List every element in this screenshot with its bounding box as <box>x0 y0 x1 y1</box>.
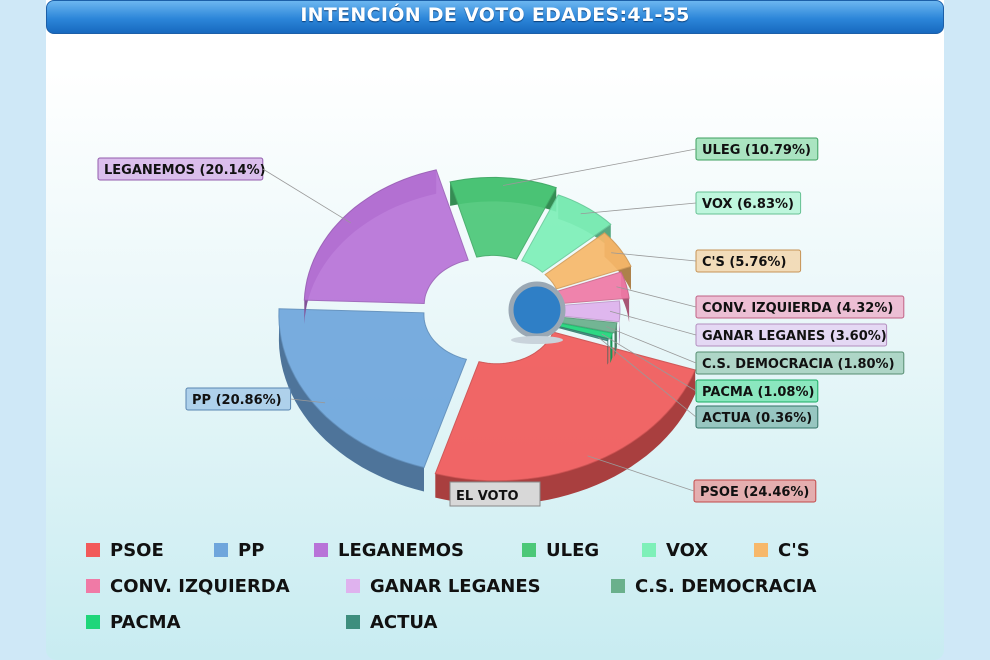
legend-swatch-uleg <box>522 543 536 557</box>
legend-label-vox: VOX <box>666 540 708 561</box>
slice-top-leganemos <box>303 169 469 305</box>
label-c-s: C'S (5.76%) <box>611 249 802 273</box>
slice-pp <box>278 308 468 492</box>
legend-swatch-leganemos <box>314 543 328 557</box>
slice-top-vox <box>520 194 612 273</box>
label-ganar-leganes: GANAR LEGANES (3.60%) <box>609 310 888 347</box>
legend: PSOE PP LEGANEMOS ULEG VOX C'S CONV. IZQUIERDA… <box>86 540 816 633</box>
label-text-pacma: PACMA (1.08%) <box>702 385 814 400</box>
slice-top-uleg <box>449 176 558 260</box>
label-actua: ACTUA (0.36%) <box>598 337 819 429</box>
label-pacma: PACMA (1.08%) <box>601 333 819 403</box>
slice-side-actua <box>607 338 609 365</box>
label-box-leganemos <box>97 157 264 181</box>
legend-item-psoe: PSOE <box>86 540 164 561</box>
label-text-psoe: PSOE (24.46%) <box>700 485 809 500</box>
label-text-uleg: ULEG (10.79%) <box>702 143 811 158</box>
legend-label-psoe: PSOE <box>110 540 164 561</box>
slice-uleg <box>449 176 558 260</box>
leader-uleg <box>503 148 697 186</box>
legend-item-c-s: C'S <box>754 540 810 561</box>
label-text-actua: ACTUA (0.36%) <box>702 411 812 426</box>
label-pp: PP (20.86%) <box>185 387 326 411</box>
legend-swatch-vox <box>642 543 656 557</box>
center-label: EL VOTO <box>449 481 541 507</box>
legend-label-c-s-democracia: C.S. DEMOCRACIA <box>635 576 816 597</box>
legend-swatch-actua <box>346 615 360 629</box>
label-text-pp: PP (20.86%) <box>192 393 282 408</box>
legend-label-ganar-leganes: GANAR LEGANES <box>370 576 541 597</box>
leader-pacma <box>601 333 697 392</box>
legend-item-c-s-democracia: C.S. DEMOCRACIA <box>611 576 816 597</box>
chart-frame: INTENCIÓN DE VOTO EDADES:41-55 PSOE (24.… <box>46 0 944 660</box>
label-conv-izquierda: CONV. IZQUIERDA (4.32%) <box>616 286 905 319</box>
legend-swatch-ganar-leganes <box>346 579 360 593</box>
legend-swatch-c-s <box>754 543 768 557</box>
leader-actua <box>598 337 697 418</box>
label-text-c-s-democracia: C.S. DEMOCRACIA (1.80%) <box>702 357 895 372</box>
leader-vox <box>580 202 697 215</box>
slice-side-pp <box>278 308 424 492</box>
globe-icon <box>508 281 566 339</box>
slice-vox <box>520 194 612 273</box>
globe-shadow <box>511 336 563 344</box>
slice-leganemos <box>303 169 469 325</box>
legend-label-pacma: PACMA <box>110 612 181 633</box>
legend-item-actua: ACTUA <box>346 612 437 633</box>
legend-swatch-c-s-democracia <box>611 579 625 593</box>
leader-pp <box>290 398 326 404</box>
legend-item-vox: VOX <box>642 540 708 561</box>
legend-swatch-conv-izquierda <box>86 579 100 593</box>
legend-item-leganemos: LEGANEMOS <box>314 540 464 561</box>
label-leganemos: LEGANEMOS (20.14%) <box>97 157 351 224</box>
legend-swatch-pacma <box>86 615 100 629</box>
legend-item-uleg: ULEG <box>522 540 599 561</box>
label-psoe: PSOE (24.46%) <box>587 455 817 503</box>
leader-c-s-democracia <box>605 326 697 364</box>
slice-top-c-s <box>544 232 632 290</box>
chart-title: INTENCIÓN DE VOTO EDADES:41-55 <box>300 4 690 26</box>
center-label-text: EL VOTO <box>456 489 519 504</box>
slices-group <box>278 169 696 505</box>
title-bar <box>46 0 944 34</box>
label-text-leganemos: LEGANEMOS (20.14%) <box>104 163 266 178</box>
leader-leganemos <box>262 168 351 224</box>
slice-c-s <box>544 232 632 291</box>
leader-psoe <box>587 455 695 492</box>
label-text-vox: VOX (6.83%) <box>702 197 794 212</box>
leader-conv-izquierda <box>616 286 697 308</box>
legend-label-conv-izquierda: CONV. IZQUIERDA <box>110 576 290 597</box>
legend-item-ganar-leganes: GANAR LEGANES <box>346 576 541 597</box>
legend-label-pp: PP <box>238 540 264 561</box>
slice-top-psoe <box>434 331 696 482</box>
legend-item-pacma: PACMA <box>86 612 181 633</box>
label-c-s-democracia: C.S. DEMOCRACIA (1.80%) <box>605 326 905 375</box>
label-vox: VOX (6.83%) <box>580 191 802 215</box>
legend-label-c-s: C'S <box>778 540 810 561</box>
legend-swatch-pp <box>214 543 228 557</box>
label-uleg: ULEG (10.79%) <box>503 137 819 186</box>
leader-ganar-leganes <box>609 310 697 336</box>
labels-group: PSOE (24.46%) PP (20.86%) LEGANEMOS (20.14… <box>97 137 905 507</box>
center-label-box <box>449 481 541 507</box>
legend-item-pp: PP <box>214 540 264 561</box>
legend-swatch-psoe <box>86 543 100 557</box>
legend-label-actua: ACTUA <box>370 612 437 633</box>
donut-chart: PSOE (24.46%) PP (20.86%) LEGANEMOS (20.14… <box>86 137 905 633</box>
label-text-c-s: C'S (5.76%) <box>702 255 786 270</box>
globe-logo <box>508 281 566 344</box>
label-text-conv-izquierda: CONV. IZQUIERDA (4.32%) <box>702 301 893 316</box>
leader-c-s <box>611 252 697 262</box>
legend-label-leganemos: LEGANEMOS <box>338 540 464 561</box>
label-text-ganar-leganes: GANAR LEGANES (3.60%) <box>702 329 887 344</box>
legend-item-conv-izquierda: CONV. IZQUIERDA <box>86 576 290 597</box>
slice-top-pp <box>278 308 468 469</box>
legend-label-uleg: ULEG <box>546 540 599 561</box>
